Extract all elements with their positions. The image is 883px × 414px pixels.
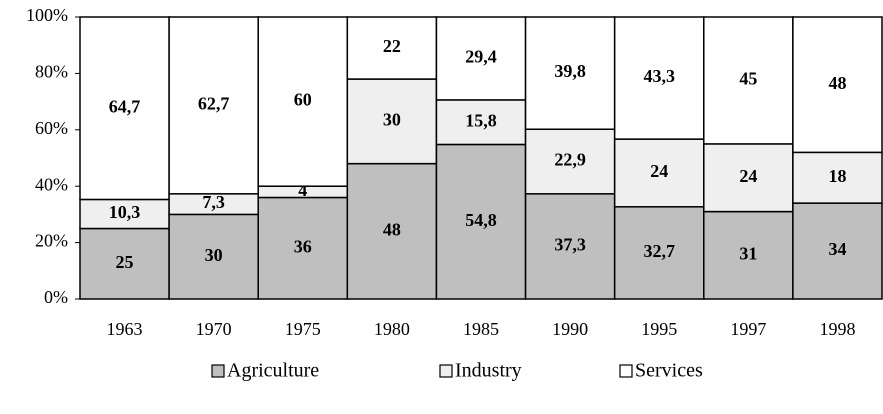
value-label: 31 — [739, 243, 757, 263]
value-label: 4 — [298, 180, 307, 200]
value-label: 25 — [116, 252, 134, 272]
value-label: 22 — [383, 36, 401, 56]
value-label: 10,3 — [109, 202, 141, 222]
value-label: 30 — [205, 245, 223, 265]
bar-segment — [792, 202, 883, 300]
value-label: 24 — [650, 161, 668, 181]
value-label: 60 — [294, 90, 312, 110]
value-label: 37,3 — [554, 235, 586, 255]
value-label: 54,8 — [465, 210, 497, 230]
value-label: 39,8 — [554, 61, 586, 81]
bar-segment — [257, 196, 349, 300]
y-tick-label: 100% — [26, 5, 68, 25]
value-label: 36 — [294, 236, 312, 256]
value-label: 64,7 — [109, 96, 141, 116]
y-tick-label: 80% — [35, 62, 68, 82]
value-label: 62,7 — [198, 94, 230, 114]
legend-swatch — [211, 364, 225, 378]
value-label: 43,3 — [643, 66, 675, 86]
bar-segment — [435, 16, 527, 101]
x-tick-label: 1970 — [196, 319, 232, 339]
bar-segment — [524, 128, 616, 195]
x-tick-label: 1995 — [641, 319, 677, 339]
value-label: 45 — [739, 69, 757, 89]
legend-label: Industry — [455, 360, 522, 382]
bar-segment — [613, 16, 705, 140]
bar-segment — [257, 16, 349, 187]
x-tick-label: 1990 — [552, 319, 588, 339]
bar-segment — [346, 78, 438, 165]
value-label: 18 — [828, 166, 846, 186]
value-label: 7,3 — [202, 192, 225, 212]
bar-segment — [524, 16, 616, 130]
legend-swatch — [619, 364, 633, 378]
value-label: 34 — [828, 239, 846, 259]
bar-segment — [703, 210, 794, 300]
value-label: 22,9 — [554, 150, 586, 170]
bar-segment — [168, 16, 259, 195]
bar-segment — [346, 16, 438, 80]
legend-swatch — [439, 364, 453, 378]
legend-label: Services — [635, 360, 703, 382]
y-tick-label: 60% — [35, 118, 68, 138]
x-tick-label: 1975 — [285, 319, 321, 339]
y-tick-label: 20% — [35, 231, 68, 251]
y-tick-label: 40% — [35, 174, 68, 194]
value-label: 48 — [383, 219, 401, 239]
value-label: 29,4 — [465, 47, 497, 67]
bar-segment — [79, 227, 170, 300]
x-tick-label: 1963 — [107, 319, 143, 339]
legend-label: Agriculture — [227, 360, 319, 382]
x-tick-label: 1998 — [819, 319, 855, 339]
value-label: 48 — [828, 73, 846, 93]
bar-segment — [613, 138, 705, 208]
value-label: 24 — [739, 166, 757, 186]
bar-segment — [435, 99, 527, 146]
value-label: 15,8 — [465, 110, 497, 130]
bar-segment — [703, 16, 794, 145]
x-tick-label: 1980 — [374, 319, 410, 339]
x-tick-label: 1985 — [463, 319, 499, 339]
value-label: 30 — [383, 109, 401, 129]
x-tick-label: 1997 — [730, 319, 766, 339]
value-label: 32,7 — [643, 241, 675, 261]
bar-segment — [792, 16, 883, 154]
bar-segment — [435, 143, 527, 300]
y-tick-label: 0% — [44, 287, 68, 307]
